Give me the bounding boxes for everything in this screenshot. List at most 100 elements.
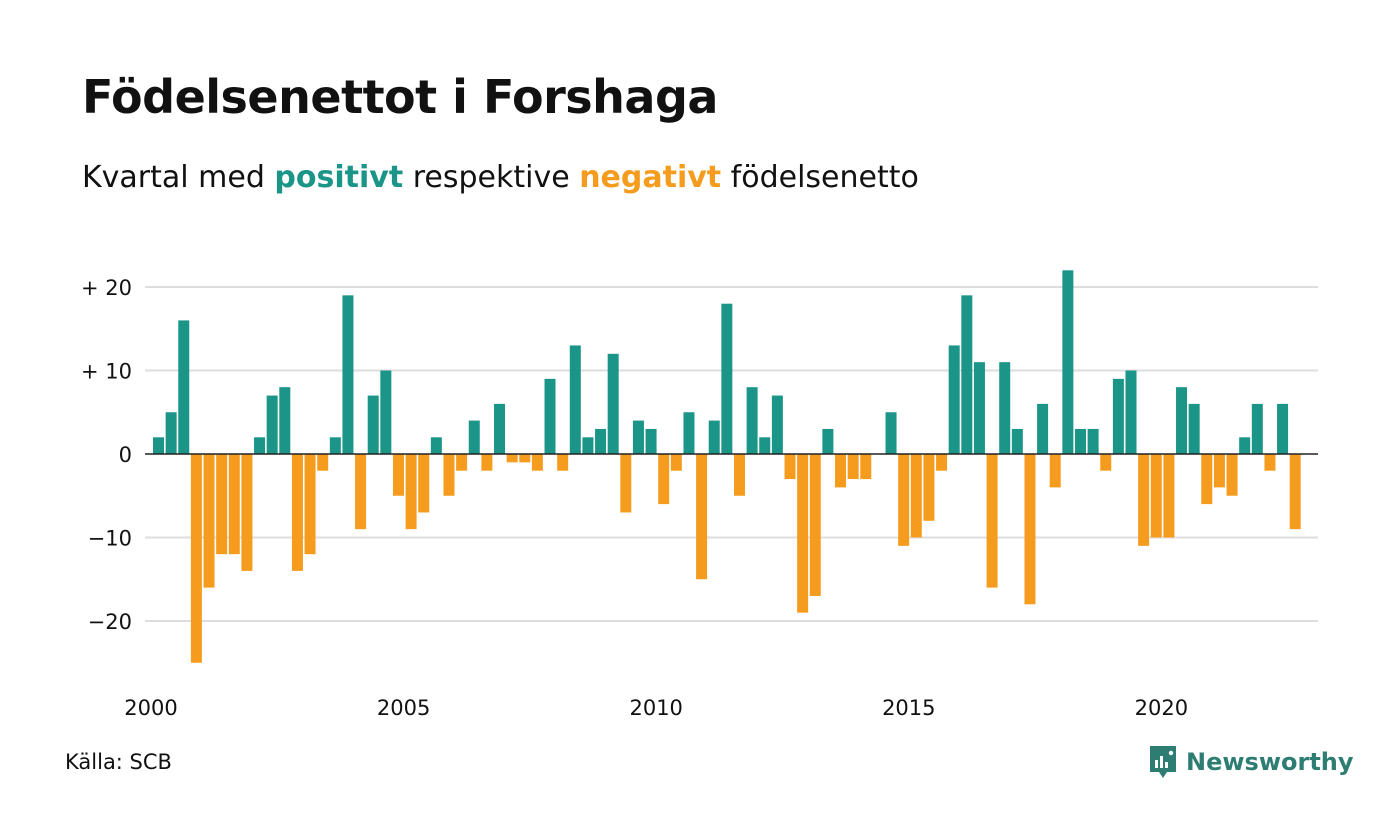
source-note: Källa: SCB	[65, 750, 172, 774]
bar	[1201, 454, 1213, 505]
brand-name: Newsworthy	[1186, 748, 1354, 776]
bar	[1277, 403, 1289, 454]
subtitle-positive-label: positivt	[274, 160, 404, 195]
bar	[494, 403, 506, 454]
bar	[1251, 403, 1263, 454]
subtitle-text-pre: Kvartal med	[82, 160, 275, 195]
bar	[1049, 454, 1061, 488]
bar	[923, 454, 935, 521]
bar	[1125, 370, 1137, 454]
bar	[936, 454, 948, 471]
bar	[759, 437, 771, 454]
bar	[948, 345, 960, 454]
bar	[595, 428, 607, 454]
bar	[1150, 454, 1162, 538]
x-tick-label: 2000	[124, 696, 177, 720]
bar	[1176, 387, 1188, 454]
bar	[721, 303, 733, 454]
bar	[506, 454, 518, 463]
bar	[999, 362, 1011, 454]
bar	[1226, 454, 1238, 496]
bar	[1239, 437, 1251, 454]
bar	[632, 420, 644, 454]
bar	[607, 353, 619, 454]
bar	[557, 454, 569, 471]
x-tick-label: 2005	[377, 696, 430, 720]
bar	[443, 454, 455, 496]
bar	[190, 454, 202, 663]
bar	[620, 454, 632, 513]
bar	[279, 387, 291, 454]
bar	[1163, 454, 1175, 538]
bar-series	[153, 270, 1301, 663]
bar	[910, 454, 922, 538]
bar	[898, 454, 910, 546]
bar	[1037, 403, 1049, 454]
bar	[241, 454, 253, 571]
bar	[1188, 403, 1200, 454]
bar	[1289, 454, 1301, 530]
bar	[203, 454, 215, 588]
bar	[178, 320, 190, 454]
bar	[153, 437, 164, 454]
bar	[468, 420, 480, 454]
bar	[986, 454, 998, 588]
bar	[809, 454, 821, 596]
y-tick-label: −10	[88, 527, 132, 551]
bar	[165, 412, 177, 454]
bar	[645, 428, 657, 454]
bar	[544, 378, 556, 454]
bar	[1264, 454, 1276, 471]
bar	[708, 420, 720, 454]
bar	[582, 437, 594, 454]
subtitle-text-post: födelsenetto	[721, 160, 919, 195]
bar	[228, 454, 240, 555]
bar	[291, 454, 303, 571]
bar	[1112, 378, 1124, 454]
bar	[1138, 454, 1150, 546]
y-tick-label: 0	[119, 443, 132, 467]
bar	[885, 412, 897, 454]
bar	[847, 454, 859, 480]
bar	[1011, 428, 1023, 454]
y-tick-label: + 10	[81, 360, 132, 384]
bar	[392, 454, 404, 496]
bar	[1074, 428, 1086, 454]
x-axis-tick-labels: 2000 2005 2010 2015 2020	[124, 696, 1188, 720]
bar	[418, 454, 430, 513]
bar	[367, 395, 379, 454]
bar	[342, 295, 354, 454]
bar	[456, 454, 468, 471]
bar	[746, 387, 758, 454]
bar	[733, 454, 745, 496]
bar	[784, 454, 796, 480]
page-title: Födelsenettot i Forshaga	[82, 70, 718, 124]
bar	[304, 454, 316, 555]
bar	[266, 395, 278, 454]
bar	[1062, 270, 1074, 454]
bar	[658, 454, 670, 505]
bar	[329, 437, 341, 454]
bar	[961, 295, 973, 454]
brand-logo: Newsworthy	[1148, 742, 1354, 782]
x-tick-label: 2020	[1135, 696, 1188, 720]
bar	[822, 428, 834, 454]
bar	[1100, 454, 1112, 471]
bar	[254, 437, 266, 454]
bar	[317, 454, 329, 471]
x-tick-label: 2010	[629, 696, 682, 720]
bar	[1024, 454, 1036, 605]
bar	[670, 454, 682, 471]
bar	[519, 454, 531, 463]
newsworthy-logo-icon	[1150, 746, 1176, 778]
bar	[430, 437, 442, 454]
bar	[355, 454, 367, 530]
bar	[531, 454, 543, 471]
bar	[1087, 428, 1099, 454]
bar	[216, 454, 228, 555]
bar	[405, 454, 417, 530]
bar	[683, 412, 695, 454]
bar	[696, 454, 708, 580]
bar	[380, 370, 392, 454]
